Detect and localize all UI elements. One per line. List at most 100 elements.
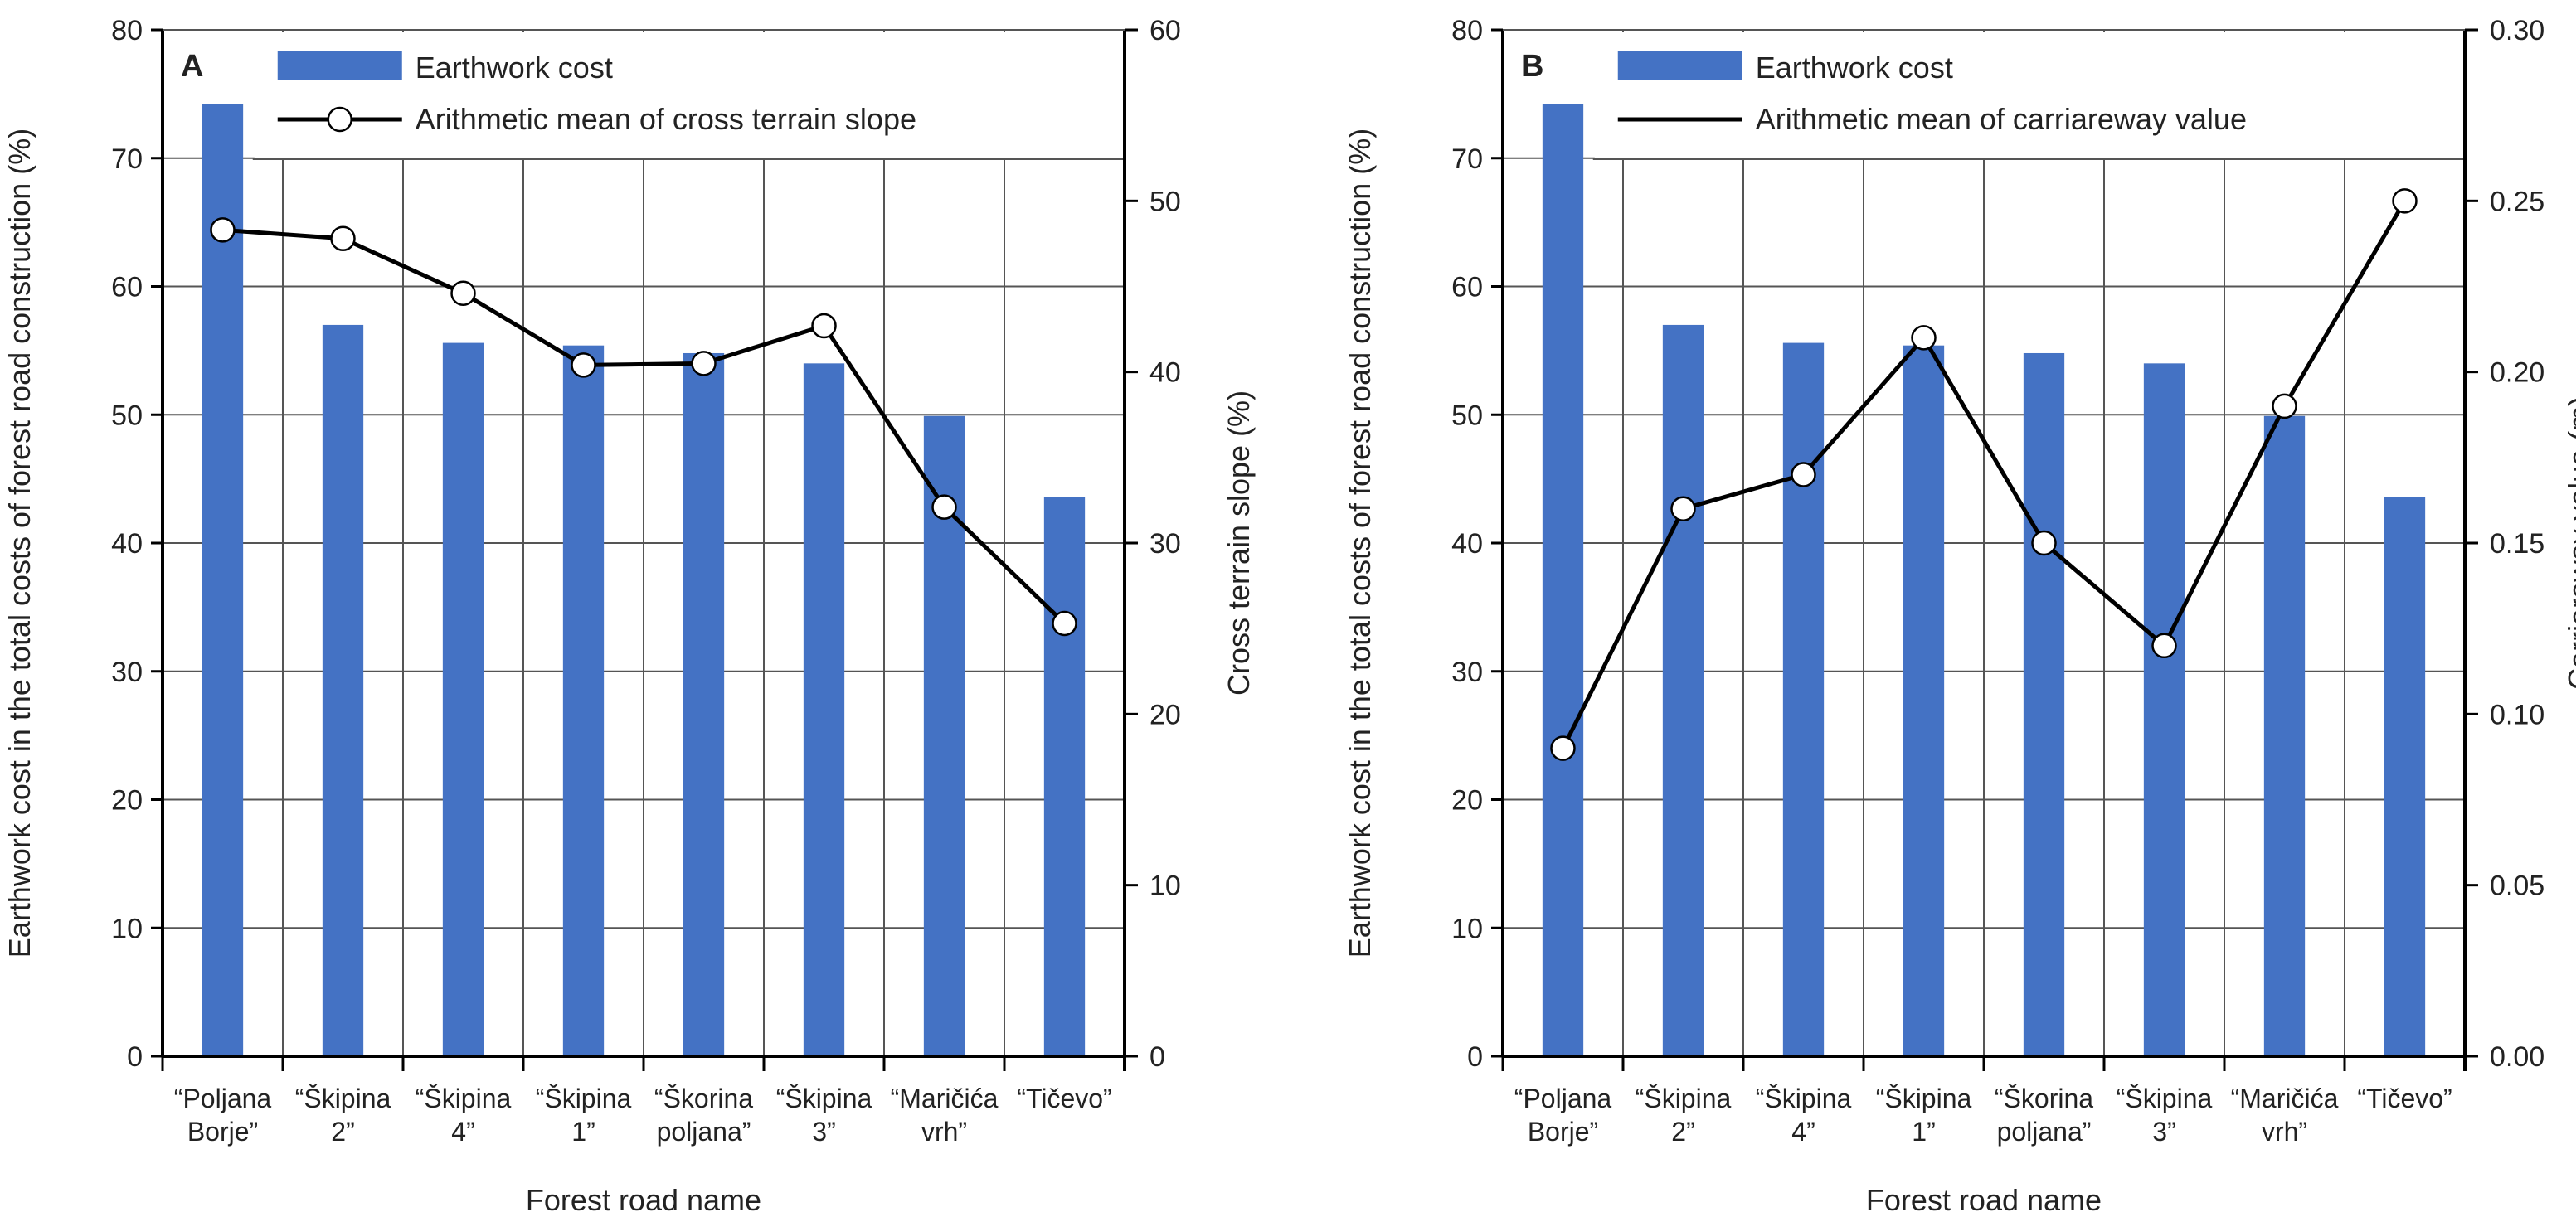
line-point-marker: [210, 217, 236, 243]
x-tick-label: “Škipina: [2117, 1084, 2213, 1113]
x-tick-label: “Škipina: [536, 1084, 632, 1113]
x-tick-label: 2”: [1671, 1117, 1694, 1147]
y2-axis-title: Carriareway value (m): [2562, 396, 2576, 690]
y-tick-label: 80: [111, 15, 143, 46]
series-line: [222, 227, 1067, 625]
x-tick-label: 2”: [331, 1117, 354, 1147]
y-tick-label: 10: [111, 913, 143, 944]
y-tick-label: 70: [111, 143, 143, 175]
y2-tick-label: 0.15: [2490, 528, 2544, 560]
bar-earthwork-cost: [2143, 363, 2185, 1057]
y-tick-label: 30: [1451, 657, 1483, 688]
bar-earthwork-cost: [442, 342, 484, 1057]
x-tick-label: “Škipina: [1756, 1084, 1852, 1113]
y2-tick-label: 10: [1149, 870, 1181, 902]
legend-swatch-bar: [1617, 51, 1742, 80]
bar-earthwork-cost: [2263, 415, 2306, 1056]
x-tick-label: “Škipina: [416, 1084, 512, 1113]
x-tick-label: “Škipina: [1876, 1084, 1972, 1113]
y2-axis-title: Cross terrain slope (%): [1222, 390, 1256, 696]
y-tick-label: 40: [111, 528, 143, 560]
line-point-marker: [330, 225, 356, 251]
bar-earthwork-cost: [2384, 497, 2426, 1056]
line-point-marker: [1550, 735, 1576, 761]
legend-marker: [327, 106, 352, 133]
line-point-marker: [691, 351, 717, 376]
x-tick-label: Borje”: [187, 1117, 258, 1147]
x-tick-label: Borje”: [1528, 1117, 1598, 1147]
y2-tick-label: 0.25: [2490, 186, 2544, 217]
line-point-marker: [2272, 393, 2297, 419]
bar-earthwork-cost: [683, 352, 725, 1057]
x-tick-label: “Škipina: [776, 1084, 872, 1113]
bar-earthwork-cost: [322, 324, 364, 1056]
y-tick-label: 0: [1467, 1041, 1483, 1073]
x-tick-label: poljana”: [1997, 1117, 2092, 1147]
legend-swatch-bar: [277, 51, 402, 80]
x-tick-label: 1”: [1912, 1117, 1935, 1147]
x-tick-label: “Tičevo”: [2357, 1084, 2452, 1113]
y-axis-title: Earthwork cost in the total costs of for…: [2, 129, 36, 958]
legend-background: [1594, 32, 2463, 159]
y2-tick-label: 0.05: [2490, 870, 2544, 902]
legend-background: [254, 32, 1123, 159]
x-tick-label: “Škipina: [1636, 1084, 1732, 1113]
y-tick-label: 80: [1451, 15, 1483, 46]
x-tick-label: 3”: [2152, 1117, 2175, 1147]
y-tick-label: 70: [1451, 143, 1483, 175]
y-tick-label: 20: [1451, 785, 1483, 817]
line-point-marker: [1911, 325, 1937, 351]
y-axis-title: Earthwork cost in the total costs of for…: [1343, 129, 1377, 958]
line-point-marker: [2392, 188, 2418, 214]
bar-earthwork-cost: [803, 363, 845, 1057]
y2-tick-label: 60: [1149, 15, 1181, 46]
x-tick-label: 4”: [451, 1117, 474, 1147]
y2-tick-label: 0: [1149, 1041, 1165, 1073]
y-tick-label: 0: [127, 1041, 143, 1073]
chart-panel-a: 0 10 20 30 40 50 60 70 80 0 10 20 30 40 50 60 “Poljana Bo…: [2, 15, 1256, 1217]
x-tick-label: “Škorina: [1995, 1084, 2093, 1113]
x-tick-label: 3”: [812, 1117, 835, 1147]
legend-label: Earthwork cost: [1756, 51, 1953, 85]
line-point-marker: [2031, 530, 2057, 556]
x-tick-label: “Tičevo”: [1017, 1084, 1111, 1113]
y-tick-label: 10: [1451, 913, 1483, 944]
line-point-marker: [931, 494, 957, 520]
legend-label: Arithmetic mean of cross terrain slope: [416, 102, 916, 136]
x-tick-label: “Poljana: [174, 1084, 272, 1113]
y2-tick-label: 20: [1149, 699, 1181, 730]
x-axis-title: Forest road name: [1866, 1183, 2102, 1217]
chart-panel-b: 0 10 20 30 40 50 60 70 80 0.00 0.05 0.10 0.15 0.20 0.2…: [1343, 15, 2576, 1217]
y2-tick-label: 0.00: [2490, 1041, 2544, 1073]
y-tick-label: 20: [111, 785, 143, 817]
series-line: [1561, 200, 2407, 749]
bar-earthwork-cost: [202, 104, 244, 1056]
bar-earthwork-cost: [1043, 497, 1086, 1056]
bar-earthwork-cost: [2023, 352, 2065, 1057]
y2-tick-label: 0.30: [2490, 15, 2544, 46]
bar-earthwork-cost: [1542, 104, 1584, 1056]
y-tick-label: 30: [111, 657, 143, 688]
x-tick-label: “Škipina: [295, 1084, 391, 1113]
line-point-marker: [450, 280, 476, 307]
x-tick-label: 4”: [1791, 1117, 1815, 1147]
y2-tick-label: 30: [1149, 528, 1181, 560]
x-tick-label: “Maričića: [2231, 1084, 2339, 1113]
y2-tick-label: 0.20: [2490, 357, 2544, 389]
x-tick-label: vrh”: [921, 1117, 967, 1147]
y2-tick-label: 50: [1149, 186, 1181, 217]
x-tick-label: “Škorina: [654, 1084, 753, 1113]
y-tick-label: 50: [1451, 400, 1483, 431]
y-tick-label: 40: [1451, 528, 1483, 560]
y-tick-label: 60: [1451, 272, 1483, 303]
panel-label: B: [1521, 49, 1543, 84]
legend-label: Arithmetic mean of carriareway value: [1756, 102, 2247, 136]
x-axis-title: Forest road name: [526, 1183, 761, 1217]
bar-earthwork-cost: [1903, 345, 1945, 1056]
line-point-marker: [1670, 496, 1696, 521]
bar-earthwork-cost: [1662, 324, 1704, 1056]
bar-earthwork-cost: [562, 345, 605, 1056]
y-tick-label: 50: [111, 400, 143, 431]
x-tick-label: “Poljana: [1514, 1084, 1612, 1113]
